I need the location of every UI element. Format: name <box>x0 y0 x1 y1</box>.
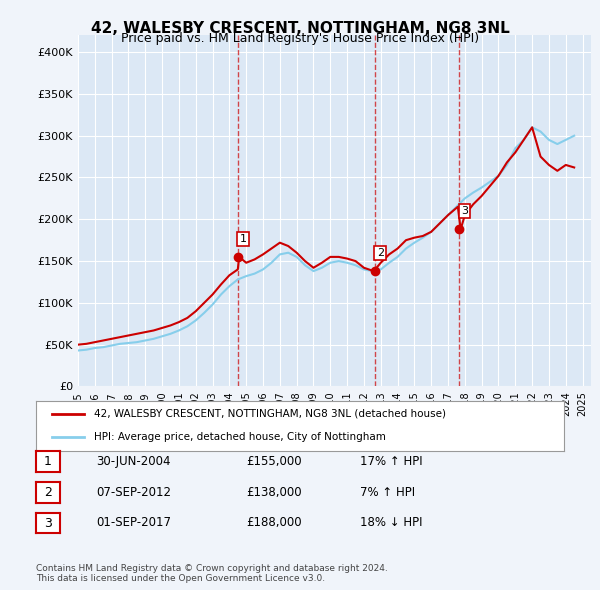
Text: 42, WALESBY CRESCENT, NOTTINGHAM, NG8 3NL: 42, WALESBY CRESCENT, NOTTINGHAM, NG8 3N… <box>91 21 509 35</box>
Text: 30-JUN-2004: 30-JUN-2004 <box>96 455 170 468</box>
Text: Contains HM Land Registry data © Crown copyright and database right 2024.
This d: Contains HM Land Registry data © Crown c… <box>36 563 388 583</box>
Text: 42, WALESBY CRESCENT, NOTTINGHAM, NG8 3NL (detached house): 42, WALESBY CRESCENT, NOTTINGHAM, NG8 3N… <box>94 409 446 419</box>
Text: 01-SEP-2017: 01-SEP-2017 <box>96 516 171 529</box>
Text: HPI: Average price, detached house, City of Nottingham: HPI: Average price, detached house, City… <box>94 432 386 442</box>
Text: Price paid vs. HM Land Registry's House Price Index (HPI): Price paid vs. HM Land Registry's House … <box>121 32 479 45</box>
Text: 3: 3 <box>461 206 468 217</box>
Text: £188,000: £188,000 <box>246 516 302 529</box>
Text: 1: 1 <box>239 234 247 244</box>
Text: £138,000: £138,000 <box>246 486 302 499</box>
Text: 17% ↑ HPI: 17% ↑ HPI <box>360 455 422 468</box>
Text: 3: 3 <box>44 516 52 530</box>
Text: 18% ↓ HPI: 18% ↓ HPI <box>360 516 422 529</box>
Text: 2: 2 <box>44 486 52 499</box>
Text: 2: 2 <box>377 248 384 258</box>
Text: 7% ↑ HPI: 7% ↑ HPI <box>360 486 415 499</box>
Text: 07-SEP-2012: 07-SEP-2012 <box>96 486 171 499</box>
Text: £155,000: £155,000 <box>246 455 302 468</box>
Text: 1: 1 <box>44 455 52 468</box>
